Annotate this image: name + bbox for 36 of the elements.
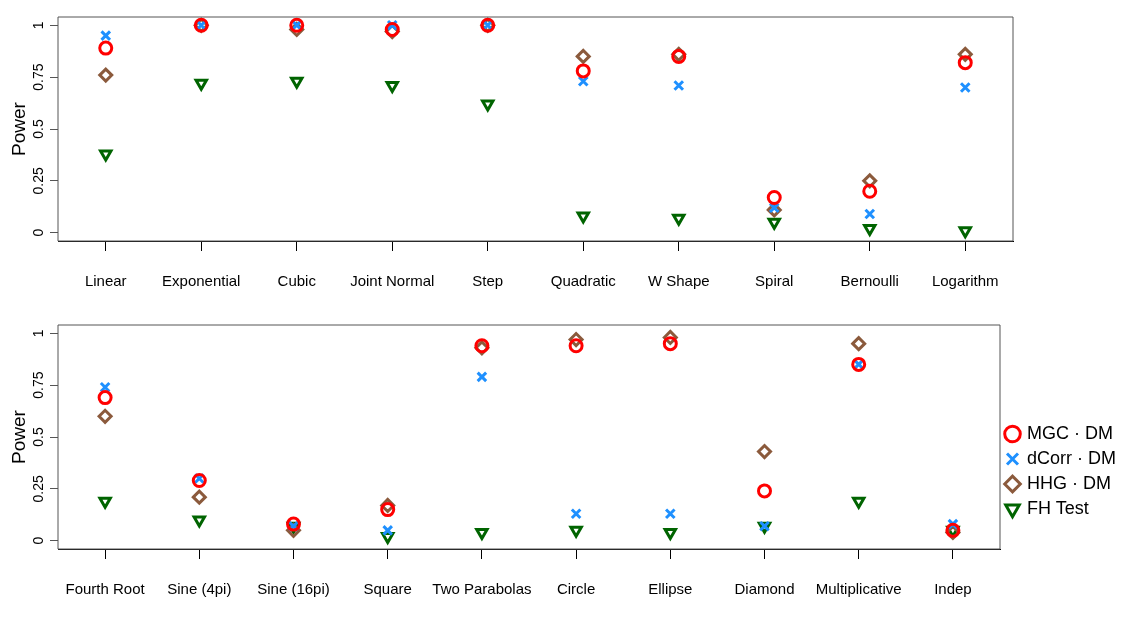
x-tick-label: Two Parabolas (432, 580, 532, 598)
x-tick-label: Bernoulli (840, 272, 899, 290)
x-tick-label: Diamond (734, 580, 795, 598)
y-tick-label: 0.25 (29, 167, 46, 195)
y-tick-label: 0.5 (29, 427, 46, 447)
y-tick-label: 0.75 (29, 371, 46, 399)
x-tick-label: Logarithm (931, 272, 999, 290)
x-tick-label: W Shape (647, 272, 710, 290)
x-tick-label: Linear (84, 272, 127, 290)
x-tick-label: Step (472, 272, 504, 290)
legend-label: HHG · DM (1027, 472, 1111, 493)
x-tick-label: Sine (16pi) (257, 580, 330, 598)
legend-label: FH Test (1027, 497, 1089, 518)
y-tick-label: 1 (29, 21, 46, 30)
x-tick-label: Fourth Root (65, 580, 146, 598)
y-tick-label: 0 (29, 536, 46, 545)
x-tick-label: Joint Normal (350, 272, 435, 290)
x-tick-label: Spiral (755, 272, 794, 290)
legend-label: MGC · DM (1027, 422, 1113, 443)
x-tick-label: Circle (556, 580, 596, 598)
x-tick-label: Quadratic (550, 272, 617, 290)
y-tick-label: 1 (29, 329, 46, 338)
legend-label: dCorr · DM (1027, 447, 1116, 468)
y-tick-label: 0.5 (29, 119, 46, 139)
x-tick-label: Square (363, 580, 412, 598)
y-axis-title: Power (7, 409, 29, 464)
x-tick-label: Ellipse (648, 580, 693, 598)
x-tick-label: Multiplicative (815, 580, 902, 598)
y-tick-label: 0.25 (29, 475, 46, 503)
x-tick-label: Cubic (277, 272, 317, 290)
y-tick-label: 0.75 (29, 63, 46, 91)
x-tick-label: Sine (4pi) (167, 580, 232, 598)
y-axis-title: Power (7, 101, 29, 156)
y-tick-label: 0 (29, 228, 46, 237)
x-tick-label: Indep (934, 580, 972, 598)
x-tick-label: Exponential (162, 272, 241, 290)
